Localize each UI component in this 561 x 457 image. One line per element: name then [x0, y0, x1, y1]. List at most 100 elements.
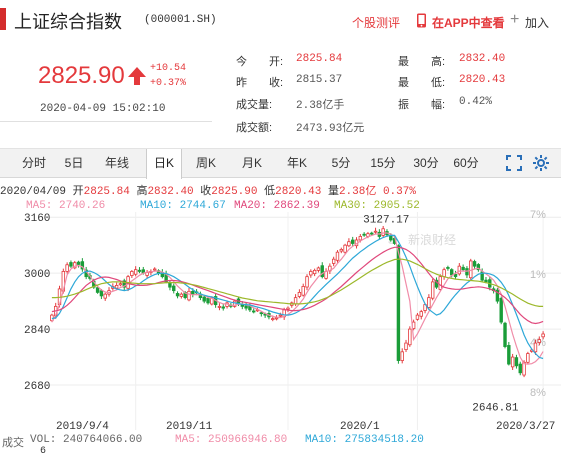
- candle-body: [408, 328, 412, 346]
- candle-body: [309, 271, 313, 276]
- candle-body: [533, 342, 538, 353]
- tab-2[interactable]: 年线: [104, 156, 129, 170]
- volume-axis-value: 6: [40, 446, 47, 457]
- tab-5[interactable]: 月K: [241, 156, 262, 170]
- candle-body: [312, 269, 317, 275]
- x-tick-label: 2020/3/27: [496, 421, 555, 433]
- high-annotation: 3127.17: [363, 215, 409, 227]
- period-tabs: 分时 5日 年线 日K 周K 月K 年K 5分 15分 30分 60分: [0, 148, 561, 179]
- watermark: 新浪财经: [408, 232, 456, 247]
- kline-chart[interactable]: 3160 3000 2840 2680 7% 1% 4% 8% 新浪财经 S 3127.17 2646…: [0, 210, 561, 456]
- tab-10[interactable]: 60分: [453, 156, 479, 170]
- candle-body: [175, 293, 180, 297]
- ohlc-info: 2020/04/09 开2825.84 高2832.40 收2825.90 低2…: [0, 182, 416, 198]
- candle-body: [396, 245, 401, 361]
- candle-body: [347, 241, 351, 247]
- tab-3[interactable]: 日K: [146, 149, 182, 179]
- ohlc-close-label: 收: [200, 186, 212, 198]
- candle-body: [358, 236, 363, 241]
- add-watchlist-link[interactable]: 加入: [525, 16, 550, 30]
- candle-body: [301, 286, 305, 296]
- stat-value: 0.42%: [459, 96, 493, 108]
- tab-0[interactable]: 分时: [21, 156, 46, 170]
- stat-label: 昨 收:: [236, 77, 284, 89]
- candle-body: [335, 251, 340, 261]
- tab-6[interactable]: 年K: [286, 156, 307, 170]
- ma-legend-item: MA20: 2862.39: [234, 200, 320, 212]
- candle-body: [320, 265, 324, 278]
- ma-legend-item: MA10: 2744.67: [140, 200, 226, 212]
- page-header: 上证综合指数 (000001.SH) 个股测评 在APP中查看 + 加入: [0, 0, 561, 44]
- x-tick-label: 2019/11: [166, 421, 213, 433]
- candle-body: [206, 297, 210, 304]
- candle-body: [510, 356, 515, 368]
- fullscreen-icon[interactable]: [506, 155, 522, 171]
- divider: [0, 121, 212, 122]
- candle-body: [305, 276, 309, 288]
- tab-9[interactable]: 30分: [413, 156, 439, 170]
- candle-body: [221, 306, 225, 309]
- candle-body: [373, 230, 378, 233]
- candle-body: [518, 363, 522, 374]
- ohlc-vol: 2.38亿: [338, 186, 377, 198]
- candle-body: [217, 305, 222, 308]
- candle-body: [179, 293, 184, 297]
- candle-body: [274, 317, 279, 320]
- tab-7[interactable]: 5分: [331, 156, 351, 170]
- ma-line-ma30: [51, 258, 544, 307]
- volume-value: VOL: 240764066.00: [30, 434, 143, 446]
- open-in-app-link[interactable]: 在APP中查看: [432, 16, 505, 30]
- candle-body: [469, 260, 473, 279]
- review-link[interactable]: 个股测评: [352, 16, 401, 30]
- candle-body: [297, 291, 302, 297]
- pct-tick-label: 1%: [530, 269, 546, 281]
- volume-prefix: 成交: [2, 438, 24, 450]
- candle-body: [507, 345, 511, 365]
- low-annotation: 2646.81: [472, 403, 519, 415]
- candle-body: [103, 293, 107, 299]
- phone-icon[interactable]: [416, 13, 427, 31]
- ohlc-close: 2825.90: [211, 186, 258, 198]
- candle-body: [65, 264, 69, 272]
- candle-body: [457, 265, 462, 275]
- candle-body: [351, 239, 355, 244]
- candle-body: [133, 269, 138, 275]
- candle-body: [316, 267, 321, 271]
- ohlc-date: 2020/04/09: [0, 186, 67, 198]
- candle-body: [495, 289, 500, 302]
- candle-body: [526, 353, 530, 363]
- tab-1[interactable]: 5日: [64, 156, 84, 170]
- plus-icon[interactable]: +: [510, 11, 520, 28]
- candle-body: [415, 314, 420, 320]
- candle-body: [76, 261, 81, 265]
- ohlc-vol-label: 量: [327, 186, 339, 198]
- ohlc-open: 2825.84: [83, 186, 130, 198]
- current-price: 2825.90: [38, 62, 125, 89]
- candle-body: [293, 297, 298, 305]
- candle-body: [499, 297, 503, 323]
- y-tick-label: 2840: [24, 325, 50, 337]
- candle-body: [95, 287, 100, 293]
- ma-line-ma10: [51, 234, 544, 360]
- tab-4[interactable]: 周K: [195, 156, 216, 170]
- ma-line-ma5: [51, 232, 544, 365]
- candle-body: [99, 290, 104, 297]
- candle-body: [73, 262, 77, 269]
- candle-body: [252, 310, 256, 313]
- stat-label: 成交额:: [236, 122, 273, 134]
- stat-label: 今 开:: [236, 56, 284, 68]
- settings-icon[interactable]: [533, 155, 549, 171]
- pct-tick-label: 7%: [530, 210, 546, 221]
- candle-body: [503, 322, 507, 347]
- pct-tick-label: 4%: [530, 337, 546, 349]
- candle-body: [278, 314, 283, 317]
- ma-line-ma20: [51, 246, 544, 325]
- stock-code: (000001.SH): [144, 14, 217, 26]
- candle-body: [286, 307, 290, 310]
- candle-body: [381, 228, 385, 236]
- stat-value: 2815.37: [296, 74, 343, 86]
- candle-body: [514, 357, 519, 367]
- stat-value: 2473.93亿元: [296, 123, 365, 135]
- tab-8[interactable]: 15分: [370, 156, 396, 170]
- candle-body: [453, 273, 458, 278]
